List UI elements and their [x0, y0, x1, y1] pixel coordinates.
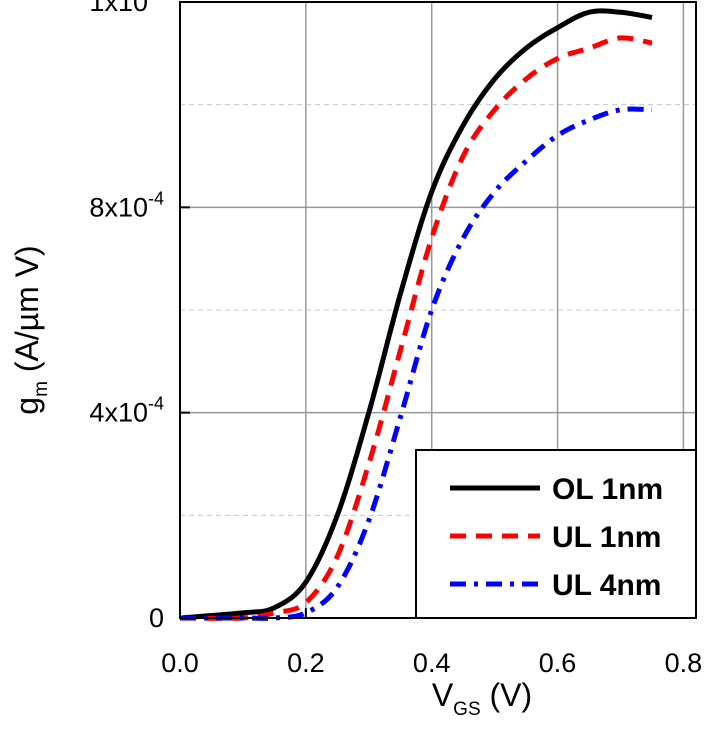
legend-label-2: UL 4nm [552, 569, 661, 602]
legend: OL 1nm UL 1nm UL 4nm [415, 449, 697, 619]
series-line-1 [179, 35, 653, 621]
y-tick-label: 4x10-4 [89, 394, 164, 428]
x-axis-title: VGS (V) [432, 677, 532, 720]
x-tick-label: 0.6 [539, 648, 577, 678]
x-tick-label: 0.0 [161, 648, 199, 678]
y-tick-label: 0 [149, 603, 164, 633]
legend-label-0: OL 1nm [552, 473, 663, 506]
y-tick-label: 1x10-3 [89, 0, 164, 17]
legend-label-1: UL 1nm [552, 521, 661, 554]
y-axis-title: gm (A/µm V) [9, 245, 52, 414]
series-line-0 [179, 8, 653, 621]
x-tick-label: 0.2 [287, 648, 325, 678]
x-tick-label: 0.8 [665, 648, 703, 678]
y-tick-label: 8x10-4 [89, 188, 164, 222]
x-tick-label: 0.4 [413, 648, 451, 678]
